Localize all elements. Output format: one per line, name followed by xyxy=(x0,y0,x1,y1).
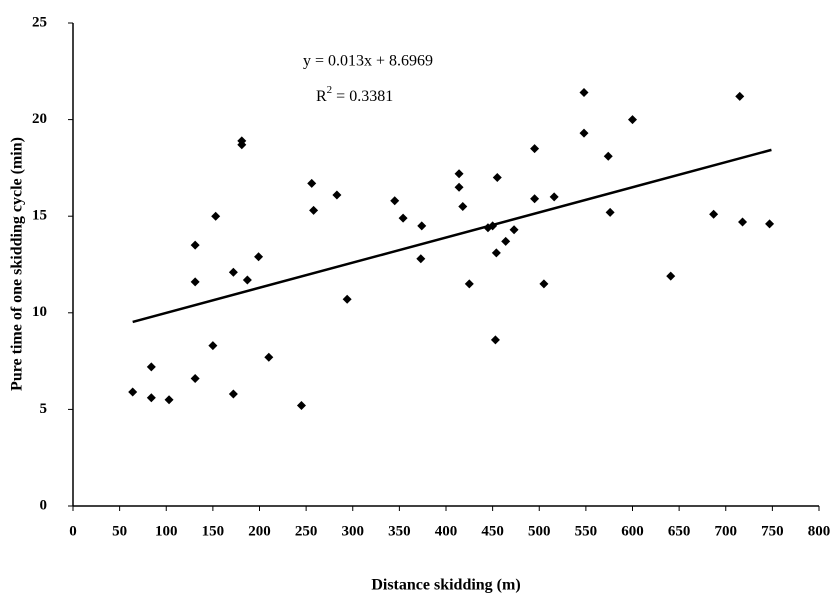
point xyxy=(605,207,615,217)
point xyxy=(492,173,502,183)
point xyxy=(735,91,745,101)
point xyxy=(146,393,156,403)
x-tick-label: 100 xyxy=(155,523,178,539)
point xyxy=(228,389,238,399)
point xyxy=(464,279,474,289)
point xyxy=(539,279,549,289)
x-tick-label: 200 xyxy=(248,523,271,539)
x-tick-label: 700 xyxy=(715,523,738,539)
x-tick-label: 550 xyxy=(575,523,598,539)
point xyxy=(709,209,719,219)
x-tick-label: 500 xyxy=(528,523,551,539)
point xyxy=(190,373,200,383)
r-squared: R2 = 0.3381 xyxy=(316,84,393,105)
point xyxy=(738,217,748,227)
point xyxy=(307,178,317,188)
y-tick-label: 15 xyxy=(32,208,47,224)
y-tick-label: 5 xyxy=(40,401,48,417)
y-axis-title: Pure time of one skidding cycle (min) xyxy=(9,137,26,391)
point xyxy=(579,128,589,138)
point xyxy=(211,211,221,221)
x-tick-label: 350 xyxy=(388,523,411,539)
point xyxy=(128,387,138,397)
point xyxy=(190,240,200,250)
x-tick-label: 400 xyxy=(435,523,458,539)
x-tick-label: 800 xyxy=(808,523,831,539)
y-tick-label: 0 xyxy=(40,497,48,513)
point xyxy=(509,225,519,235)
x-tick-label: 650 xyxy=(668,523,691,539)
x-tick-label: 250 xyxy=(295,523,318,539)
point xyxy=(208,341,218,351)
x-tick-label: 0 xyxy=(69,523,77,539)
point xyxy=(254,252,264,262)
point xyxy=(549,192,559,202)
y-tick-label: 25 xyxy=(32,14,47,30)
y-tick-label: 10 xyxy=(32,304,47,320)
point xyxy=(765,219,775,229)
x-tick-label: 450 xyxy=(481,523,504,539)
point xyxy=(454,169,464,179)
trend-equation: y = 0.013x + 8.6969 xyxy=(303,53,433,70)
point xyxy=(501,236,511,246)
point xyxy=(264,352,274,362)
point xyxy=(164,395,174,405)
point xyxy=(146,362,156,372)
x-tick-label: 600 xyxy=(621,523,644,539)
point xyxy=(458,202,468,212)
point xyxy=(309,205,319,215)
x-tick-label: 50 xyxy=(112,523,127,539)
x-tick-label: 150 xyxy=(202,523,225,539)
point xyxy=(579,88,589,98)
point xyxy=(603,151,613,161)
r-power: 2 xyxy=(327,84,333,96)
point xyxy=(296,401,306,411)
point xyxy=(530,144,540,154)
point xyxy=(228,267,238,277)
point xyxy=(628,115,637,125)
point xyxy=(342,294,352,304)
point xyxy=(666,271,676,281)
point xyxy=(332,190,342,200)
point xyxy=(490,335,500,345)
y-tick-label: 20 xyxy=(32,111,47,127)
point xyxy=(237,140,247,150)
r-symbol: R xyxy=(316,88,327,105)
r-value: = 0.3381 xyxy=(332,88,393,105)
point xyxy=(530,194,540,204)
point xyxy=(390,196,400,206)
x-axis-title: Distance skidding (m) xyxy=(371,577,520,594)
point xyxy=(417,221,427,231)
x-tick-label: 750 xyxy=(761,523,784,539)
point xyxy=(454,182,464,192)
point xyxy=(488,221,498,231)
x-tick-label: 300 xyxy=(342,523,365,539)
point xyxy=(398,213,408,223)
point xyxy=(242,275,252,285)
point xyxy=(416,254,426,264)
point xyxy=(190,277,200,287)
trend-line xyxy=(132,148,772,324)
point xyxy=(491,248,501,258)
